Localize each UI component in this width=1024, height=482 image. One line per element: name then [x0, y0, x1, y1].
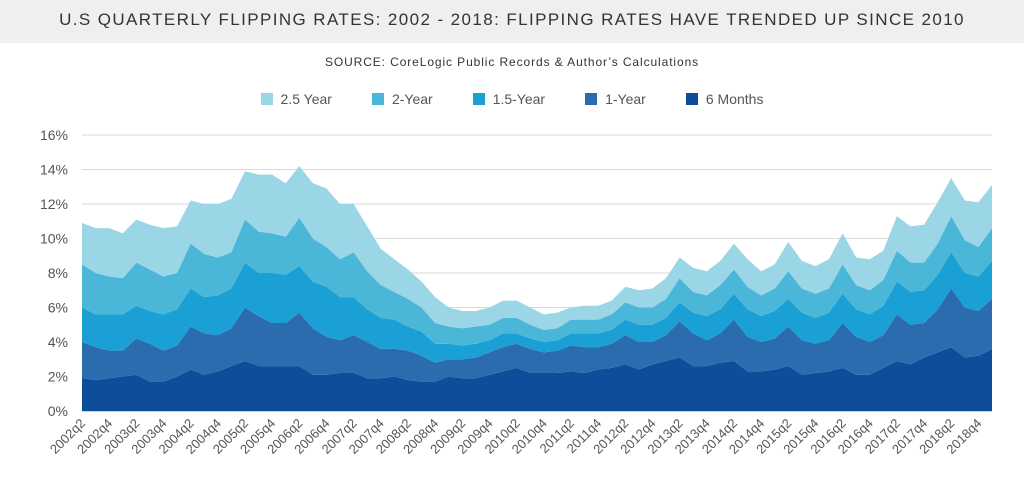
y-tick-label: 10%	[40, 231, 68, 247]
legend-swatch	[585, 93, 598, 106]
y-tick-label: 8%	[48, 265, 68, 281]
legend-item: 1.5-Year	[472, 91, 546, 108]
area-series-2-5-year	[82, 166, 992, 330]
area-series-6-months	[82, 347, 992, 411]
legend-label: 2-Year	[391, 91, 433, 108]
y-axis: 0% 2% 4% 6% 8% 10% 12% 14% 16%	[40, 127, 68, 419]
legend-label: 1-Year	[605, 91, 646, 108]
y-tick-label: 14%	[40, 162, 68, 178]
legend-item: 2.5 Year	[260, 91, 332, 108]
y-tick-label: 2%	[48, 369, 68, 385]
y-tick-label: 0%	[48, 403, 68, 419]
area-series-2-year	[82, 216, 992, 346]
legend-label: 1.5-Year	[492, 91, 546, 108]
legend-swatch	[472, 93, 485, 106]
y-tick-label: 12%	[40, 196, 68, 212]
y-tick-label: 6%	[48, 300, 68, 316]
area-series-1-year	[82, 288, 992, 382]
area-series-1-5-year	[82, 252, 992, 363]
chart-subtitle: SOURCE: CoreLogic Public Records & Autho…	[324, 55, 700, 69]
legend-label: 2.5 Year	[280, 91, 332, 108]
legend-item: 6 Months	[685, 91, 764, 108]
x-axis: 2002q22002q42003q22003q42004q22004q42005…	[47, 416, 985, 457]
legend-item: 1-Year	[585, 91, 646, 107]
y-tick-label: 16%	[40, 127, 68, 143]
chart-title: U.S QUARTERLY FLIPPING RATES: 2002 - 201…	[59, 10, 965, 29]
legend-item: 2-Year	[371, 91, 433, 108]
legend-swatch	[260, 93, 273, 106]
legend: 2.5 Year 2-Year 1.5-Year 1-Year 6 Months	[0, 90, 1024, 107]
legend-label: 6 Months	[705, 91, 764, 108]
area-series-group	[82, 166, 992, 411]
title-bar: U.S QUARTERLY FLIPPING RATES: 2002 - 201…	[0, 0, 1024, 43]
legend-swatch	[685, 93, 698, 106]
y-tick-label: 4%	[48, 334, 68, 350]
legend-swatch	[371, 93, 384, 106]
